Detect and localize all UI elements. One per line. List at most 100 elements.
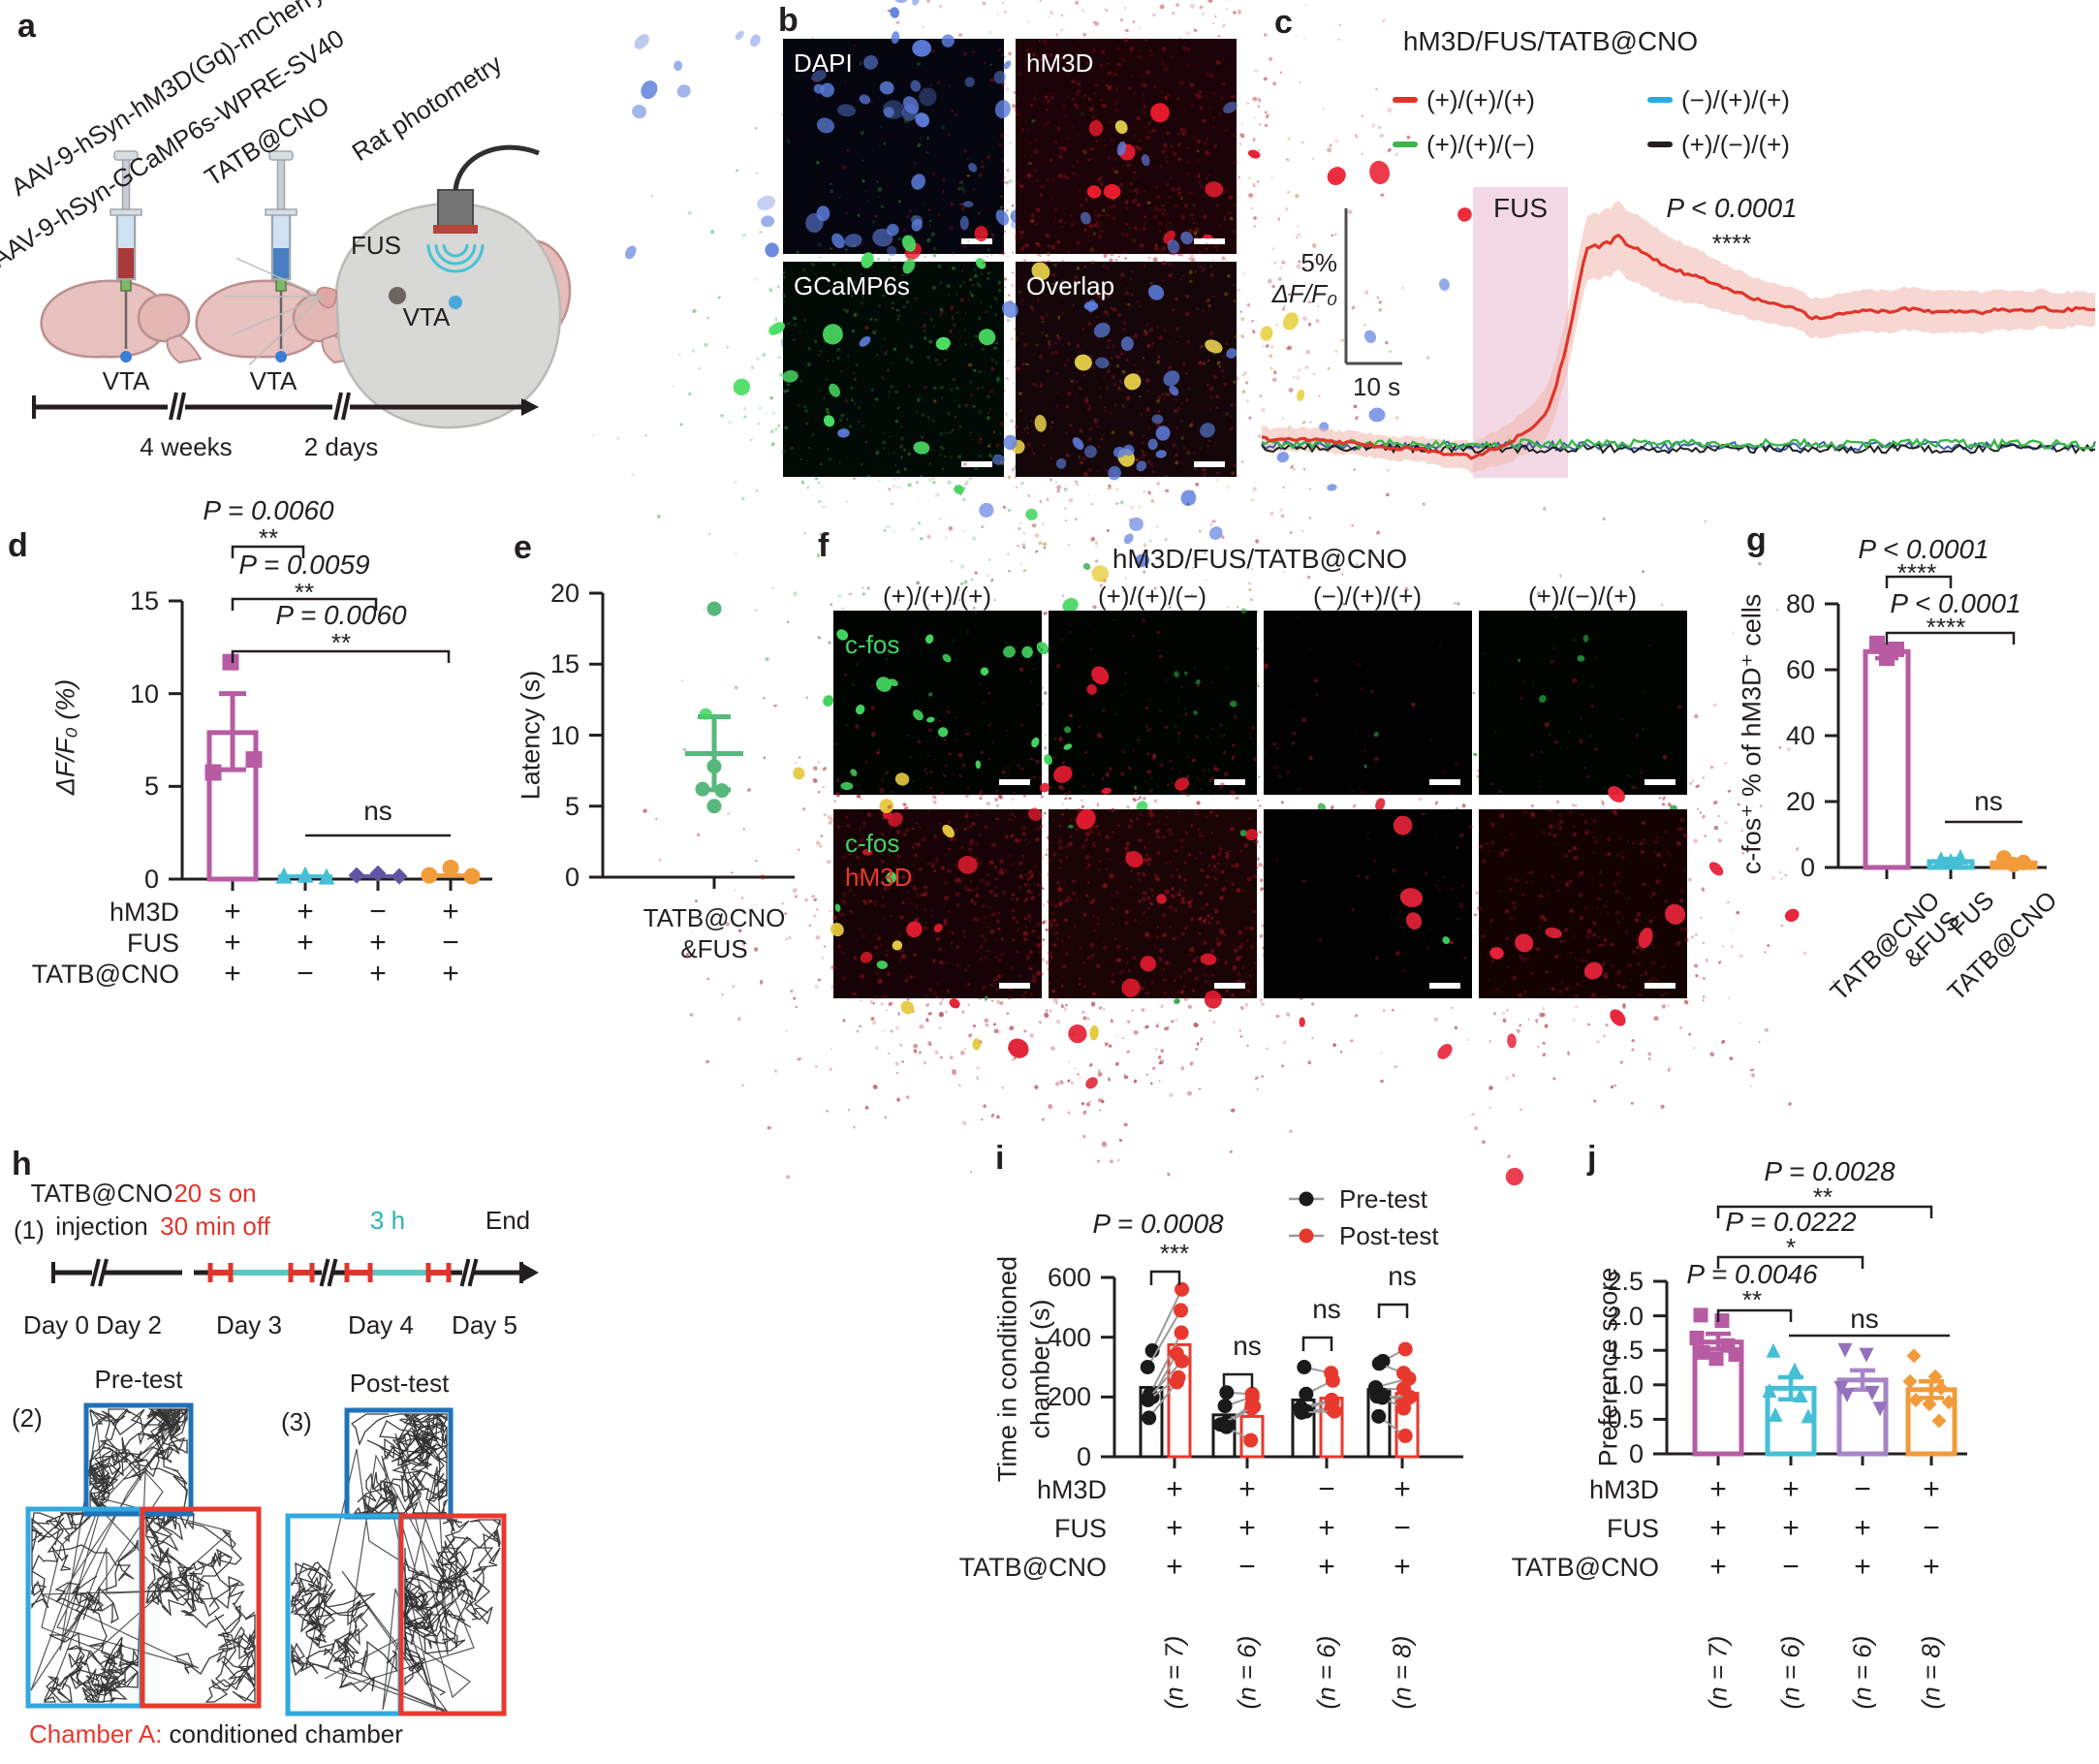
matrix-symbol: − — [1854, 1473, 1871, 1505]
matrix-symbol: + — [224, 958, 241, 990]
panel-h-label: h — [12, 1146, 32, 1182]
legend-swatch-red — [1393, 97, 1418, 103]
d-pvalue-1: P = 0.0060 — [203, 495, 334, 525]
d-stars-3: ** — [330, 628, 352, 657]
matrix-symbol: + — [297, 896, 314, 928]
h-step-2: (2) — [12, 1403, 43, 1433]
gcamp6s-image-label: GCaMP6s — [794, 271, 910, 300]
matrix-symbol: + — [1854, 1512, 1871, 1544]
panel-c-plot — [1261, 187, 2096, 478]
matrix-symbol: + — [224, 927, 241, 959]
d-stars-2: ** — [294, 578, 315, 607]
panel-i: i Pre-test Post-test P = 0.0008 *** ns n… — [959, 1115, 1512, 1764]
panel-j-label: j — [1587, 1140, 1597, 1177]
h-day-2: Day 2 — [96, 1310, 162, 1339]
f-col-label-2: (+)/(+)/(−) — [1098, 582, 1206, 611]
h-injection-line1: TATB@CNO — [30, 1179, 173, 1208]
vta-label-2: VTA — [249, 366, 298, 395]
f-cfos-image-3 — [1096, 488, 1547, 795]
f-col-label-4: (+)/(−)/(+) — [1528, 582, 1637, 611]
matrix-symbol: + — [1854, 1551, 1871, 1583]
h-posttest-title: Post-test — [349, 1369, 450, 1398]
h-day-0: Day 0 — [23, 1310, 89, 1339]
j-ns: ns — [1850, 1304, 1879, 1334]
matrix-symbol: + — [1782, 1512, 1800, 1544]
fus-label: FUS — [351, 231, 401, 260]
h-step-1: (1) — [14, 1215, 45, 1244]
i-ns-2: ns — [1233, 1331, 1262, 1361]
matrix-symbol: + — [1923, 1551, 1940, 1583]
h-chamber-rest: conditioned chamber — [162, 1719, 403, 1748]
p-value-text: P < 0.0001 — [1666, 193, 1798, 223]
matrix-symbol: − — [1923, 1512, 1940, 1544]
h-fus-on: 20 s on — [173, 1179, 257, 1208]
matrix-row-label: TATB@CNO — [1511, 1553, 1659, 1582]
j-pvalue-1: P = 0.0028 — [1764, 1156, 1895, 1186]
matrix-symbol: + — [297, 927, 314, 959]
n-label: (n = 8) — [1387, 1635, 1417, 1710]
overlap-image-label: Overlap — [1026, 271, 1115, 300]
n-label: (n = 7) — [1159, 1635, 1189, 1710]
h-chamber-legend: Chamber A: conditioned chamber — [29, 1719, 403, 1748]
panel-g-chart — [1825, 575, 2047, 879]
matrix-symbol: + — [224, 896, 241, 928]
gcamp6s-image — [591, 62, 1205, 682]
f-col-label-3: (−)/(+)/(+) — [1313, 582, 1422, 611]
h-injection-line2: injection — [55, 1212, 148, 1241]
legend-swatch-black — [1647, 142, 1673, 147]
legend-label-cyan: (−)/(+)/(+) — [1681, 85, 1790, 114]
matrix-symbol: + — [1238, 1512, 1256, 1544]
i-ns-3: ns — [1312, 1294, 1341, 1324]
panel-f: f hM3D/FUS/TATB@CNO (+)/(+)/(+) (+)/(+)/… — [642, 485, 1835, 1186]
j-ytick: 0 — [1628, 1439, 1644, 1468]
h-fus-off: 30 min off — [160, 1212, 270, 1241]
j-stars-2: * — [1785, 1233, 1797, 1262]
panel-a-illustration — [32, 144, 572, 429]
d-pvalue-2: P = 0.0059 — [238, 550, 370, 580]
d-ytick: 0 — [143, 865, 159, 894]
d-stars-1: ** — [258, 523, 279, 552]
g-ytick: 80 — [1785, 589, 1815, 618]
d-pvalue-3: P = 0.0060 — [275, 600, 407, 630]
matrix-symbol: + — [1709, 1512, 1727, 1544]
f-cfos-image-1 — [682, 485, 1169, 966]
panel-c-title: hM3D/FUS/TATB@CNO — [1402, 26, 1699, 56]
g-stars-1: **** — [1896, 558, 1937, 587]
i-ytick: 400 — [1047, 1322, 1091, 1352]
matrix-symbol: + — [1394, 1551, 1411, 1583]
j-ytick: 2.5 — [1607, 1267, 1644, 1296]
matrix-symbol: + — [1318, 1512, 1335, 1544]
panel-e-chart — [589, 591, 795, 889]
vta-label-3: VTA — [402, 302, 451, 331]
matrix-symbol: + — [1166, 1473, 1183, 1505]
e-ytick: 10 — [549, 720, 580, 750]
i-pvalue: P = 0.0008 — [1092, 1209, 1224, 1239]
j-stars-3: ** — [1741, 1285, 1763, 1314]
panel-j-chart — [1653, 1205, 1967, 1465]
d-ytick: 15 — [129, 586, 159, 615]
f-merge-image-2 — [845, 618, 1401, 1177]
panel-e: e Latency (s) TATB@CNO &FUS 0 5 10 15 20 — [504, 485, 804, 1115]
panel-b-label: b — [778, 2, 799, 39]
i-ns-4: ns — [1388, 1261, 1417, 1291]
h-step-3: (3) — [281, 1407, 312, 1436]
j-pvalue-2: P = 0.0222 — [1725, 1207, 1857, 1237]
panel-c: c hM3D/FUS/TATB@CNO (+)/(+)/(+) (+)/(+)/… — [1260, 0, 2099, 523]
matrix-symbol: − — [1318, 1473, 1335, 1505]
legend-swatch-cyan — [1647, 97, 1673, 103]
e-ytick: 0 — [564, 863, 580, 892]
j-stars-1: ** — [1812, 1182, 1833, 1212]
matrix-row-label: FUS — [127, 929, 179, 958]
hm3d-image-label: hM3D — [1026, 48, 1094, 78]
g-ytick: 0 — [1800, 853, 1815, 882]
matrix-row-label: hM3D — [1036, 1475, 1107, 1504]
panel-j: j P = 0.0028 ** P = 0.0222 * P = 0.0046 … — [1512, 1115, 2099, 1764]
legend-label-green: (+)/(+)/(−) — [1426, 130, 1535, 159]
f-cfos-tag-row1: c-fos — [845, 630, 900, 659]
matrix-row-label: TATB@CNO — [958, 1553, 1107, 1582]
e-ytick: 5 — [564, 791, 580, 821]
legend-label-red: (+)/(+)/(+) — [1426, 85, 1535, 114]
panel-d-chart — [169, 545, 492, 891]
matrix-symbol: − — [1238, 1551, 1256, 1583]
